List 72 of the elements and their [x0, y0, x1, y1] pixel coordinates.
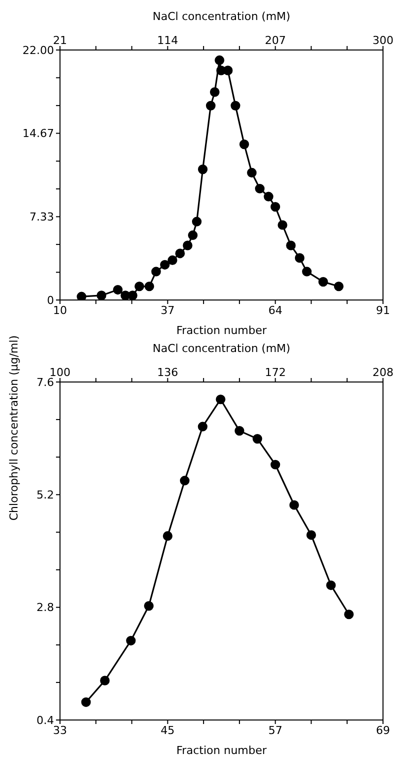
x-tick-label: 33 — [53, 724, 67, 737]
point — [198, 422, 208, 432]
point — [113, 284, 123, 295]
y-tick-label: 0 — [47, 294, 54, 307]
x2-axis-title: NaCl concentration (mM) — [152, 342, 290, 355]
point — [182, 240, 192, 250]
point — [81, 697, 91, 707]
point — [254, 184, 265, 194]
x2-tick-label: 114 — [157, 34, 178, 47]
point — [289, 500, 299, 510]
y-tick-label: 14.67 — [22, 127, 54, 140]
point — [230, 100, 240, 110]
x-tick-label: 45 — [160, 724, 175, 737]
point — [151, 266, 161, 276]
y-axis-title: Chlorophyll concentration (µg/ml) — [8, 335, 20, 521]
x2-tick-label: 207 — [264, 34, 286, 47]
x-tick-label: 57 — [268, 724, 282, 737]
point — [234, 426, 244, 436]
x2-axis-title: NaCl concentration (mM) — [152, 10, 290, 23]
y-tick-label: 22.00 — [22, 44, 54, 57]
x2-tick-label: 208 — [372, 366, 394, 379]
point — [128, 290, 138, 300]
point — [216, 394, 226, 404]
x2-tick-label: 172 — [264, 366, 286, 379]
point — [180, 476, 190, 486]
y-tick-label: 5.2 — [36, 488, 54, 502]
x-tick-label: 37 — [160, 304, 175, 317]
point — [247, 168, 257, 178]
point — [318, 277, 328, 287]
point — [294, 253, 304, 263]
point — [302, 266, 312, 276]
x-axis-title: Fraction number — [176, 324, 268, 337]
point — [214, 55, 224, 66]
point — [210, 87, 220, 97]
point — [126, 636, 136, 646]
x-axis-title: Fraction number — [176, 744, 268, 757]
point — [223, 66, 233, 76]
point — [206, 100, 216, 110]
point — [264, 192, 274, 202]
x-tick-label: 10 — [53, 304, 67, 317]
point — [188, 230, 198, 240]
x2-tick-label: 300 — [372, 34, 394, 47]
x-tick-label: 69 — [376, 724, 390, 737]
point — [175, 248, 185, 258]
x2-tick-label: 136 — [157, 366, 178, 379]
point — [76, 292, 86, 300]
point — [168, 255, 178, 266]
point — [252, 434, 262, 444]
point — [198, 164, 208, 174]
point — [162, 531, 172, 541]
point — [278, 220, 288, 230]
point — [286, 240, 296, 250]
point — [326, 580, 336, 590]
point — [160, 260, 170, 270]
point — [144, 601, 154, 611]
point — [144, 282, 154, 292]
y-tick-label: 0.4 — [36, 714, 54, 727]
point — [192, 216, 202, 226]
point — [334, 282, 344, 292]
point — [270, 202, 280, 212]
y-tick-label: 7.33 — [30, 210, 54, 224]
point — [344, 610, 354, 620]
point — [96, 290, 106, 300]
point — [100, 676, 110, 686]
point — [270, 460, 280, 470]
x-tick-label: 64 — [268, 304, 282, 317]
x2-tick-label: 21 — [53, 34, 67, 47]
x-tick-label: 91 — [376, 304, 390, 317]
y-tick-label: 2.8 — [36, 601, 54, 614]
point — [306, 530, 316, 540]
point — [239, 140, 250, 150]
point — [134, 282, 144, 292]
